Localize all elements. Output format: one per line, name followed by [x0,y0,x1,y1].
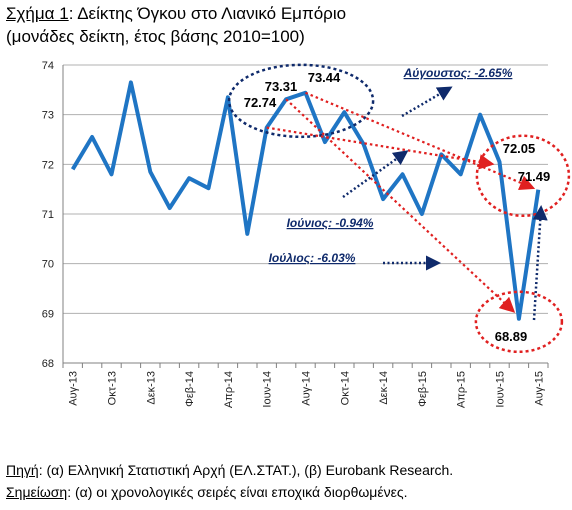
figure-number: Σχήμα 1 [6,4,69,23]
x-tick-label: Οκτ-14 [339,371,351,405]
y-tick-label: 74 [42,60,54,72]
x-tick-label: Οκτ-13 [107,371,119,405]
highlight-ellipse-2014 [227,63,375,139]
x-tick-label: Αυγ-15 [533,371,545,406]
arrow-june [266,126,495,170]
data-label: 71.49 [518,169,551,184]
x-tick-label: Ιουν-15 [495,371,507,408]
y-tick-label: 73 [42,110,54,122]
title-text: : Δείκτης Όγκου στο Λιανικό Εμπόριο [68,4,347,23]
x-tick-label: Απρ-15 [456,371,468,408]
y-tick-label: 71 [42,209,54,221]
series-line [70,80,541,321]
data-label: 73.31 [265,79,298,94]
source-line: Πηγή: (α) Ελληνική Στατιστική Αρχή (ΕΛ.Σ… [6,459,453,481]
data-label: 68.89 [495,329,528,344]
annotation-label: Ιούλιος: -6.03% [269,251,356,265]
data-label: 73.44 [308,70,341,85]
x-tick-label: Αυγ-13 [68,371,80,406]
x-tick-label: Αυγ-14 [301,371,313,406]
x-tick-label: Δεκ-13 [145,371,157,405]
source-text: : (α) Ελληνική Στατιστική Αρχή (ΕΛ.ΣΤΑΤ.… [38,462,454,478]
annotation-arrow-aug-2015 [532,205,548,321]
x-tick-label: Απρ-14 [223,371,235,408]
note-text: : (α) οι χρονολογικές σειρές είναι εποχι… [67,484,408,500]
x-tick-label: Φεβ-14 [184,371,196,407]
highlight-ellipse-jun-aug-2015 [475,134,571,218]
y-tick-label: 70 [42,259,54,271]
subtitle: (μονάδες δείκτη, έτος βάσης 2010=100) [6,27,305,46]
annotation-arrow-june [342,150,409,199]
chart-footer: Πηγή: (α) Ελληνική Στατιστική Αρχή (ΕΛ.Σ… [6,459,453,503]
highlight-ellipse-jul-2015 [474,290,564,354]
source-label: Πηγή [6,462,39,478]
line-chart: 68 69 70 71 72 73 74 Αυγ-13 Οκτ-13 Δεκ-13 Φεβ-14 Απ… [42,60,571,408]
annotation-label: Αύγουστος: -2.65% [403,66,513,80]
x-tick-label: Ιουν-14 [262,371,274,408]
chart-title: Σχήμα 1: Δείκτης Όγκου στο Λιανικό Εμπόρ… [6,2,346,48]
arrow-july [285,98,516,313]
y-tick-label: 69 [42,308,54,320]
x-tick-label: Δεκ-14 [378,371,390,405]
y-tick-label: 72 [42,159,54,171]
note-label: Σημείωση [6,484,68,500]
title-line: Σχήμα 1: Δείκτης Όγκου στο Λιανικό Εμπόρ… [6,2,346,25]
y-tick-label: 68 [42,358,54,370]
data-label: 72.05 [503,141,536,156]
data-label: 72.74 [244,95,277,110]
annotation-label: Ιούνιος: -0.94% [287,216,374,230]
annotation-arrow-august [401,86,453,118]
x-tick-label: Φεβ-15 [417,371,429,407]
note-line: Σημείωση: (α) οι χρονολογικές σειρές είν… [6,481,453,503]
arrow-august [305,91,536,191]
